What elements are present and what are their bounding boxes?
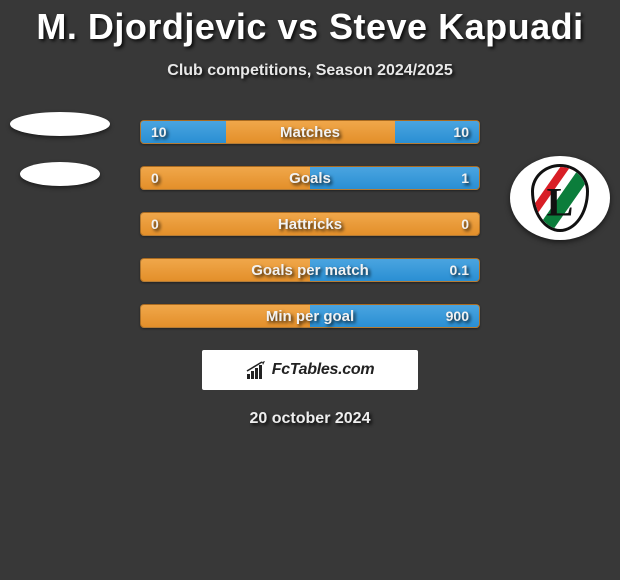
date-line: 20 october 2024 — [0, 410, 620, 428]
stat-value-left: 0 — [151, 216, 159, 232]
fill-right — [310, 167, 479, 189]
stat-row: Min per goal 900 — [140, 304, 480, 328]
blank-badge-icon — [10, 112, 110, 136]
stat-label: Min per goal — [266, 308, 354, 325]
stat-row: Goals per match 0.1 — [140, 258, 480, 282]
brand-text: FcTables.com — [272, 361, 375, 379]
stat-label: Hattricks — [278, 216, 342, 233]
stat-value-right: 0.1 — [450, 262, 469, 278]
player-right-badge: L — [510, 156, 610, 240]
stat-label: Goals per match — [251, 262, 369, 279]
chart-up-icon — [246, 360, 268, 380]
stat-label: Goals — [289, 170, 331, 187]
subtitle: Club competitions, Season 2024/2025 — [0, 62, 620, 80]
stat-value-left: 10 — [151, 124, 167, 140]
stats-area: L 10Matches100Goals10Hattricks0Goals per… — [0, 120, 620, 328]
page-title: M. Djordjevic vs Steve Kapuadi — [0, 0, 620, 48]
player-left-badge-2 — [20, 162, 100, 186]
brand-box[interactable]: FcTables.com — [202, 350, 418, 390]
stat-value-right: 0 — [461, 216, 469, 232]
stat-value-right: 10 — [453, 124, 469, 140]
legia-letter: L — [547, 178, 574, 225]
stat-row: 0 Goals 1 — [140, 166, 480, 190]
stat-row: 10 Matches 10 — [140, 120, 480, 144]
legia-logo-icon: L — [510, 156, 610, 240]
stat-value-right: 1 — [461, 170, 469, 186]
stat-value-right: 900 — [446, 308, 469, 324]
player-left-badge-1 — [10, 112, 110, 136]
blank-badge-icon — [20, 162, 100, 186]
stat-row: 0 Hattricks 0 — [140, 212, 480, 236]
stat-value-left: 0 — [151, 170, 159, 186]
stat-label: Matches — [280, 124, 340, 141]
